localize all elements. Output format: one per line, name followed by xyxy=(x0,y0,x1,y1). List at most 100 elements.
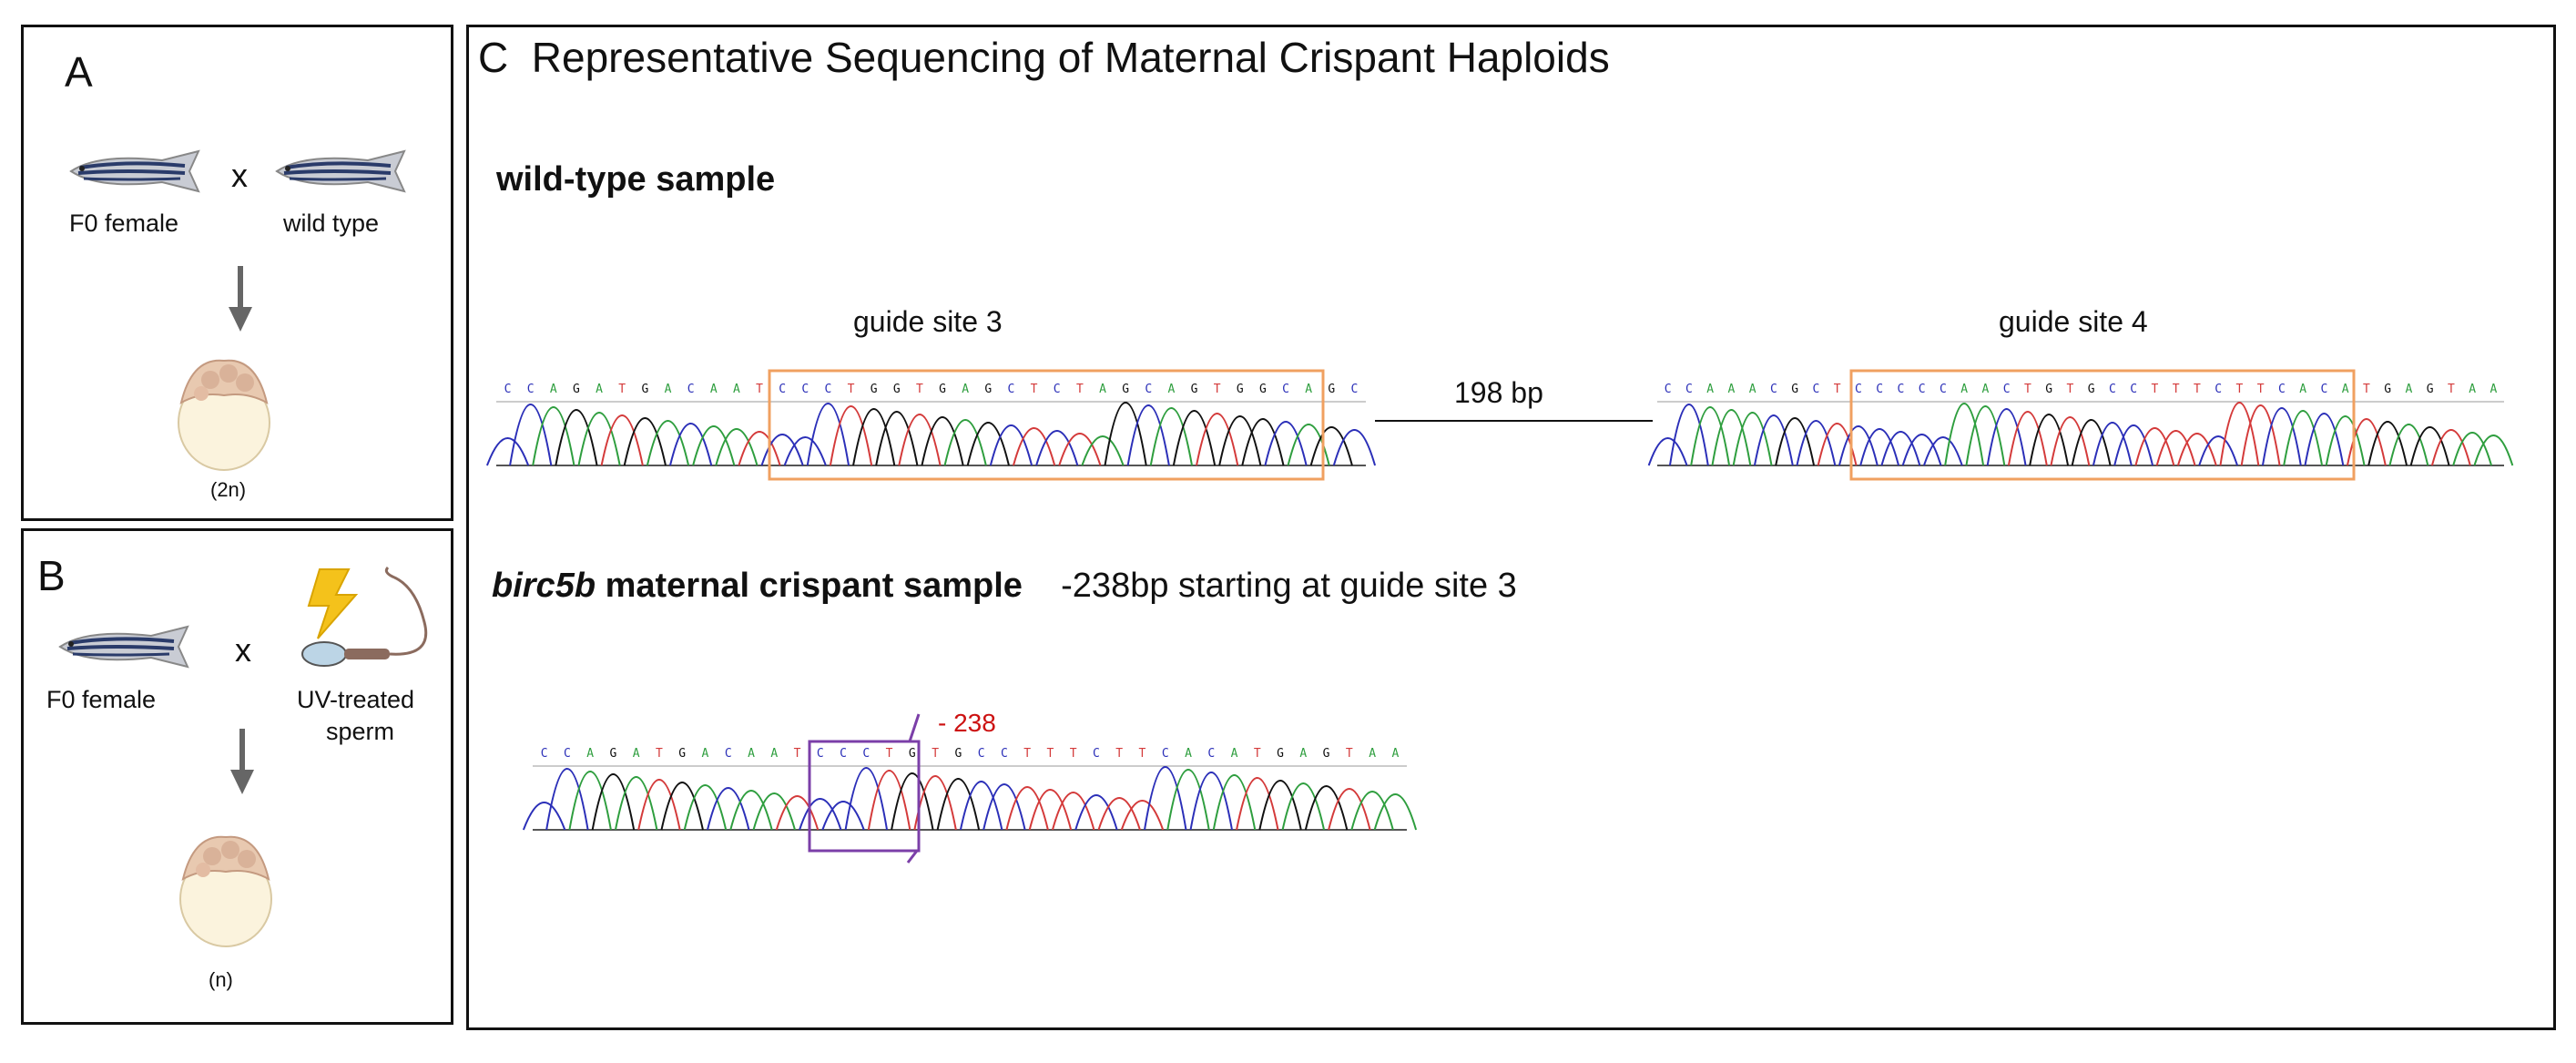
base-call: A xyxy=(1231,747,1238,761)
trace-peak xyxy=(614,776,658,831)
base-call: C xyxy=(1093,747,1100,761)
trace-peak xyxy=(715,428,759,466)
base-call: A xyxy=(770,747,778,761)
base-call: C xyxy=(2003,383,2011,396)
base-call: A xyxy=(1706,383,1714,396)
base-call: T xyxy=(886,747,893,761)
base-call: T xyxy=(2257,383,2265,396)
trace-peak xyxy=(600,414,644,466)
trace-peak xyxy=(1104,402,1147,466)
base-call: T xyxy=(2024,383,2031,396)
base-call: C xyxy=(1685,383,1693,396)
trace-peak xyxy=(1236,777,1279,831)
base-call: C xyxy=(1876,383,1883,396)
base-call: A xyxy=(1369,747,1376,761)
trace-peak xyxy=(1149,407,1193,466)
trace-peak xyxy=(568,771,612,831)
ploidy-label: (n) xyxy=(209,968,233,991)
trace-peak xyxy=(783,436,827,466)
trace-peak xyxy=(683,784,728,831)
cross-symbol: x xyxy=(235,631,251,669)
base-call: C xyxy=(1770,383,1777,396)
base-call: A xyxy=(1185,747,1192,761)
trace-peak xyxy=(1051,792,1095,831)
base-call: C xyxy=(1665,383,1672,396)
base-call: G xyxy=(954,747,962,761)
trace-peak xyxy=(2071,419,2112,466)
trace-peak xyxy=(729,790,773,831)
base-call: A xyxy=(1749,383,1756,396)
trace-peak xyxy=(806,403,850,466)
base-call: A xyxy=(665,383,672,396)
trace-peak xyxy=(844,767,889,831)
base-call: G xyxy=(1323,747,1330,761)
base-call: C xyxy=(725,747,732,761)
base-call: G xyxy=(1328,383,1335,396)
trace-peak xyxy=(989,424,1033,466)
base-call: C xyxy=(801,383,809,396)
base-call: C xyxy=(564,747,571,761)
mutant-heading-text: maternal crispant sample xyxy=(596,567,1023,605)
base-call: A xyxy=(1167,383,1175,396)
trace-peak xyxy=(799,798,842,831)
base-call: T xyxy=(756,383,763,396)
trace-peak xyxy=(1035,430,1079,466)
base-call: T xyxy=(2151,383,2158,396)
base-call: T xyxy=(618,383,626,396)
trace-peak xyxy=(852,408,896,466)
base-call: C xyxy=(1008,383,1015,396)
female-label: F0 female xyxy=(46,686,157,713)
base-call: T xyxy=(1834,383,1841,396)
base-call: C xyxy=(541,747,548,761)
trace-peak xyxy=(760,434,804,466)
trace-peak xyxy=(1189,772,1233,831)
trace-peak xyxy=(532,406,575,466)
base-call: G xyxy=(610,747,617,761)
trace-peak xyxy=(2219,402,2260,466)
base-call: C xyxy=(2130,383,2137,396)
trace-peak xyxy=(966,422,1010,466)
base-call: T xyxy=(1070,747,1077,761)
base-call: A xyxy=(596,383,603,396)
trace-peak xyxy=(1196,413,1239,466)
trace-peak xyxy=(2367,421,2408,466)
base-call: A xyxy=(1960,383,1968,396)
trace-peak xyxy=(875,411,919,466)
base-call: T xyxy=(1346,747,1353,761)
base-call: T xyxy=(2363,383,2370,396)
trace-peak xyxy=(2050,416,2091,466)
base-call: G xyxy=(1259,383,1267,396)
trace-peak xyxy=(1258,780,1302,831)
trace-peak xyxy=(959,781,1003,831)
base-call: T xyxy=(2448,383,2455,396)
panel-b: B x F0 female UV-treated sperm (n) xyxy=(21,528,453,1025)
trace-peak xyxy=(2029,414,2070,466)
trace-peak xyxy=(752,792,796,831)
base-call: G xyxy=(641,383,648,396)
trace-peak xyxy=(921,416,964,466)
trace-peak xyxy=(775,795,820,831)
sperm-icon xyxy=(301,566,428,667)
base-call: G xyxy=(573,383,580,396)
guide-site-4-label: guide site 4 xyxy=(1999,305,2148,338)
base-call: G xyxy=(678,747,686,761)
trace-peak xyxy=(1732,412,1773,466)
trace-peak xyxy=(577,412,621,466)
base-call: T xyxy=(1031,383,1038,396)
trace-peak xyxy=(1028,789,1073,831)
trace-peak xyxy=(1668,404,1709,466)
trace-peak xyxy=(522,802,566,831)
base-call: C xyxy=(817,747,824,761)
base-call: T xyxy=(848,383,855,396)
base-call: G xyxy=(2045,383,2052,396)
trace-peak xyxy=(1166,769,1210,831)
trace-peak xyxy=(1647,437,1688,466)
base-call: C xyxy=(1162,747,1169,761)
base-call: T xyxy=(1254,747,1261,761)
trace-peak xyxy=(1126,404,1170,466)
trace-peak xyxy=(2409,426,2450,466)
base-call: T xyxy=(1023,747,1031,761)
base-call: A xyxy=(1299,747,1307,761)
base-call: A xyxy=(2469,383,2476,396)
base-call: A xyxy=(1391,747,1399,761)
